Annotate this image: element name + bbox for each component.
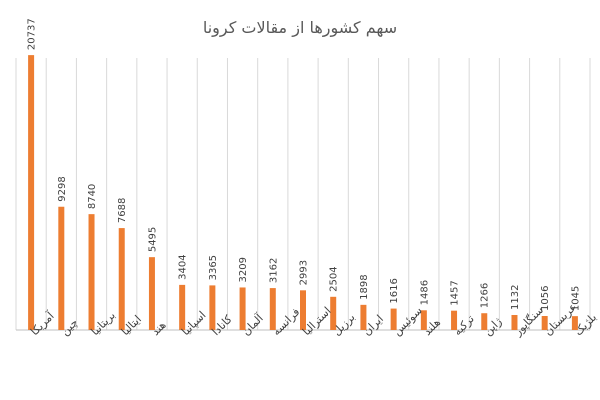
value-label: 1056 bbox=[540, 286, 551, 311]
bar bbox=[209, 285, 216, 330]
value-label: 1266 bbox=[480, 283, 491, 308]
bar bbox=[179, 284, 186, 330]
bar bbox=[481, 313, 488, 330]
bar bbox=[28, 55, 35, 330]
category-label: بلژیک bbox=[572, 311, 599, 338]
value-label: 1132 bbox=[510, 285, 521, 310]
bar bbox=[390, 308, 397, 330]
value-label: 20737 bbox=[27, 18, 38, 50]
value-label: 3365 bbox=[208, 255, 219, 280]
value-label: 3162 bbox=[268, 258, 279, 283]
bar bbox=[58, 206, 65, 330]
bars bbox=[28, 55, 578, 330]
value-label: 1045 bbox=[570, 286, 581, 311]
bar bbox=[88, 214, 95, 330]
value-label: 1486 bbox=[419, 280, 430, 305]
bar bbox=[239, 287, 246, 330]
bar bbox=[300, 290, 306, 330]
value-label: 5495 bbox=[147, 227, 158, 252]
bar bbox=[571, 316, 578, 330]
value-label: 2504 bbox=[329, 266, 340, 291]
bar bbox=[451, 310, 458, 330]
gridlines bbox=[15, 58, 591, 331]
value-label: 2993 bbox=[299, 260, 310, 285]
bar bbox=[420, 310, 427, 330]
value-label: 8740 bbox=[87, 184, 98, 209]
bar bbox=[269, 288, 276, 330]
value-label: 1898 bbox=[359, 274, 370, 299]
bar bbox=[511, 314, 518, 330]
value-label: 1616 bbox=[389, 278, 400, 303]
bar bbox=[541, 316, 548, 330]
value-labels: 20737 9298 8740 7688 5495 3404 3365 3209 3162 299… bbox=[27, 18, 582, 311]
value-label: 7688 bbox=[117, 198, 128, 223]
value-label: 3404 bbox=[178, 254, 189, 279]
value-label: 9298 bbox=[57, 176, 68, 201]
bar bbox=[360, 304, 367, 330]
bar bbox=[118, 228, 125, 330]
value-label: 1457 bbox=[450, 280, 461, 305]
chart-title: سهم کشورها از مقالات کرونا bbox=[203, 18, 397, 38]
bar bbox=[330, 296, 337, 330]
bar bbox=[148, 257, 155, 330]
value-label: 3209 bbox=[238, 257, 249, 282]
